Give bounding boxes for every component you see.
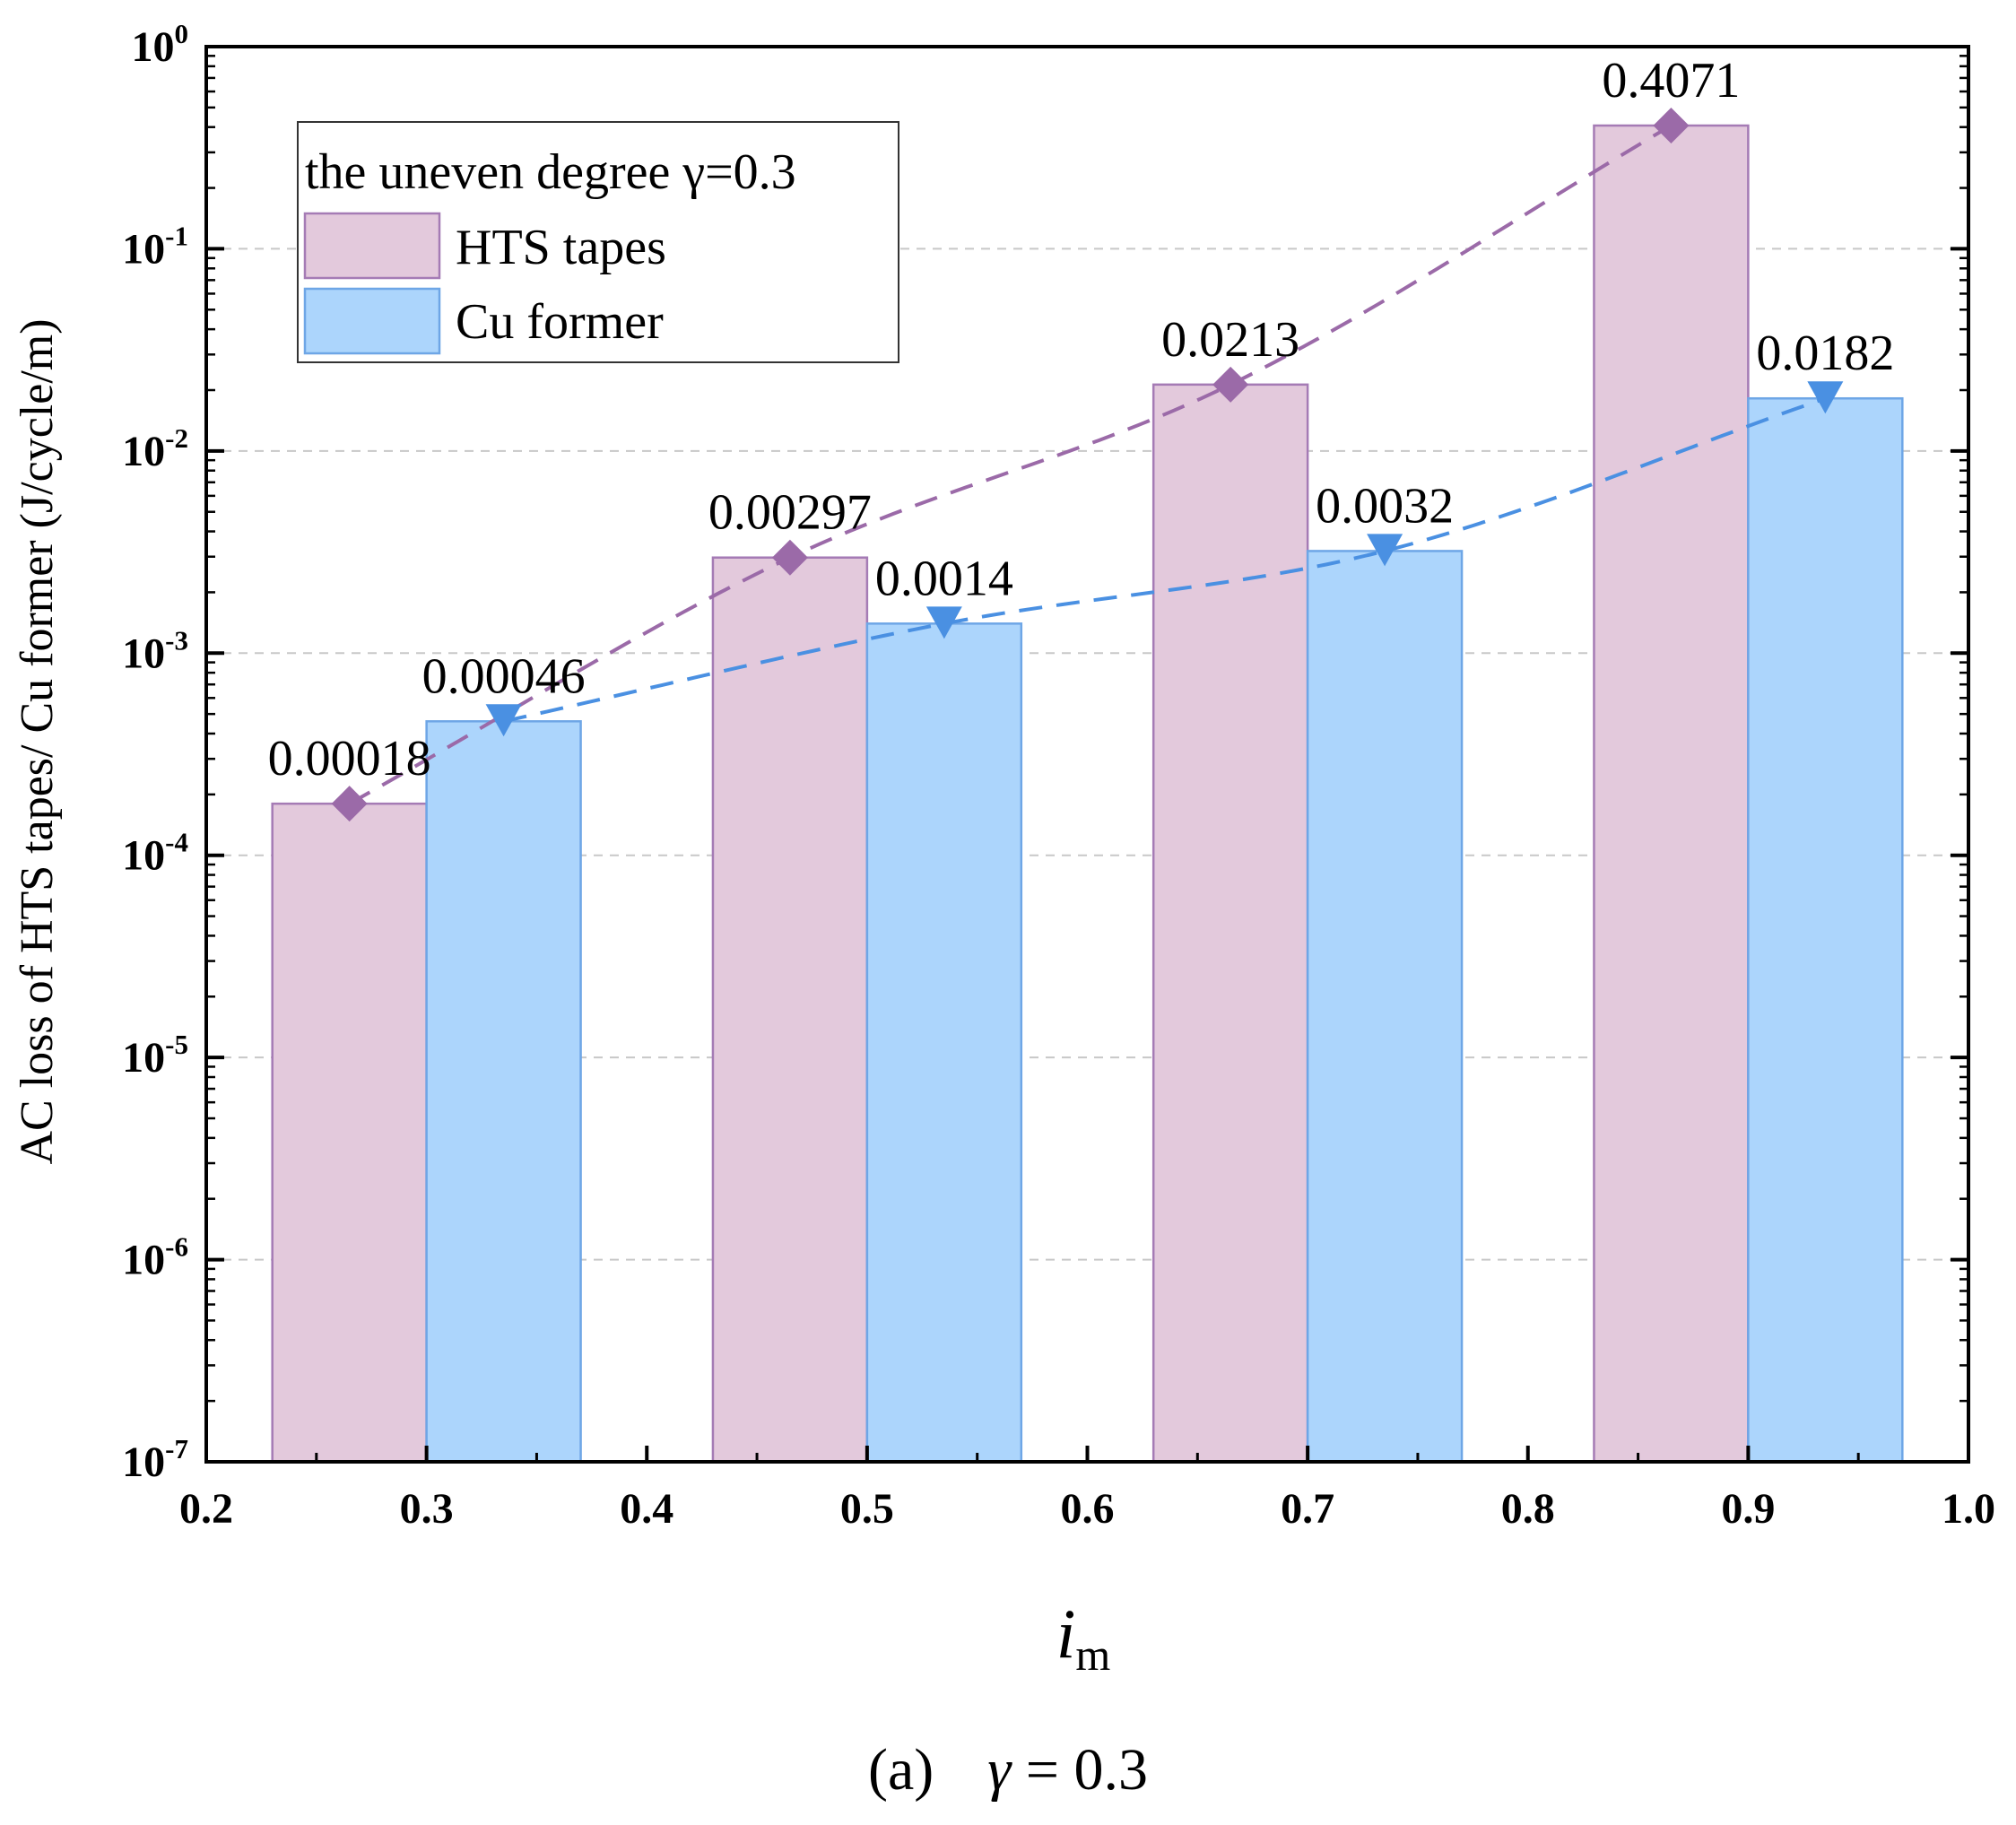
data-label: 0.0032 — [1316, 478, 1454, 534]
x-tick-label: 0.2 — [179, 1485, 233, 1533]
bars — [271, 124, 1904, 1464]
bar-cu-former — [425, 720, 582, 1464]
data-label: 0.00018 — [268, 731, 431, 786]
data-labels: 0.00018 0.00297 0.0213 0.4071 0.00046 0.0014 0… — [268, 53, 1895, 786]
y-tick-exponent: -5 — [165, 1029, 188, 1060]
y-tick-base: 10 — [122, 428, 165, 475]
y-tick-label: 10-2 — [122, 422, 188, 475]
data-label: 0.00046 — [422, 648, 586, 704]
bar-hts-tapes — [1151, 383, 1309, 1464]
y-axis-title: AC loss of HTS tapes/ Cu former (J/cycle… — [12, 318, 63, 1164]
data-label: 0.0213 — [1161, 312, 1299, 368]
legend-label-hts-tapes: HTS tapes — [456, 220, 666, 275]
x-axis-title: im — [1056, 1595, 1111, 1680]
markers — [331, 107, 1844, 822]
y-tick-exponent: -2 — [165, 422, 188, 454]
y-tick-base: 10 — [122, 1438, 165, 1486]
y-tick-base: 10 — [132, 23, 175, 71]
x-axis-ticks: 0.2 0.3 0.4 0.5 0.6 0.7 0.8 0.9 1.0 — [179, 1446, 1995, 1533]
data-label: 0.0182 — [1756, 326, 1894, 381]
y-tick-base: 10 — [122, 1237, 165, 1284]
legend-swatch-hts-tapes — [303, 212, 441, 280]
x-axis-title-main: i — [1056, 1595, 1076, 1673]
legend-label-cu-former: Cu former — [456, 294, 664, 350]
bar-cu-former — [865, 622, 1023, 1464]
x-tick-label: 1.0 — [1942, 1485, 1995, 1533]
y-tick-label: 10-5 — [122, 1029, 188, 1082]
y-tick-base: 10 — [122, 832, 165, 880]
caption-value: = 0.3 — [1011, 1737, 1148, 1803]
data-label: 0.0014 — [875, 551, 1013, 606]
y-tick-label: 10-6 — [122, 1231, 188, 1284]
y-tick-exponent: -4 — [165, 827, 188, 858]
figure-caption: (a) γ = 0.3 — [868, 1737, 1148, 1803]
marker-triangle-down — [925, 606, 962, 639]
legend-title: the uneven degree γ=0.3 — [305, 144, 796, 200]
y-tick-label: 100 — [132, 18, 189, 71]
x-tick-label: 0.5 — [840, 1485, 894, 1533]
marker-triangle-down — [1367, 534, 1403, 567]
data-label: 0.00297 — [708, 485, 872, 541]
marker-diamond — [1653, 107, 1690, 143]
marker-triangle-down — [485, 704, 522, 737]
bar-cu-former — [1306, 550, 1464, 1464]
marker-diamond — [1212, 366, 1249, 403]
x-tick-label: 0.7 — [1281, 1485, 1334, 1533]
y-tick-base: 10 — [122, 225, 165, 273]
bar-hts-tapes — [271, 802, 428, 1464]
y-tick-exponent: -3 — [165, 624, 188, 656]
legend: the uneven degree γ=0.3 HTS tapes Cu for… — [297, 121, 899, 363]
legend-swatch-cu-former — [303, 287, 441, 355]
y-tick-exponent: 0 — [175, 18, 189, 49]
bar-hts-tapes — [1593, 124, 1750, 1464]
marker-diamond — [771, 539, 808, 576]
y-tick-label: 10-1 — [122, 220, 188, 273]
y-tick-label: 10-3 — [122, 624, 188, 677]
y-tick-label: 10-4 — [122, 827, 188, 880]
data-label: 0.4071 — [1602, 53, 1740, 109]
marker-diamond — [331, 786, 368, 822]
bar-hts-tapes — [711, 556, 869, 1464]
x-tick-label: 0.8 — [1501, 1485, 1555, 1533]
caption-tag: (a) — [868, 1737, 934, 1803]
marker-triangle-down — [1807, 381, 1844, 414]
y-tick-base: 10 — [122, 630, 165, 677]
x-tick-label: 0.9 — [1721, 1485, 1775, 1533]
y-tick-exponent: -1 — [165, 220, 188, 251]
x-tick-label: 0.6 — [1061, 1485, 1115, 1533]
x-axis-title-sub: m — [1075, 1629, 1110, 1680]
x-tick-label: 0.3 — [400, 1485, 454, 1533]
y-tick-label: 10-7 — [122, 1433, 188, 1486]
bar-cu-former — [1747, 396, 1904, 1464]
caption-symbol: γ — [987, 1737, 1012, 1803]
y-tick-exponent: -7 — [165, 1433, 188, 1464]
x-tick-label: 0.4 — [620, 1485, 673, 1533]
y-tick-exponent: -6 — [165, 1231, 188, 1263]
y-tick-base: 10 — [122, 1034, 165, 1082]
